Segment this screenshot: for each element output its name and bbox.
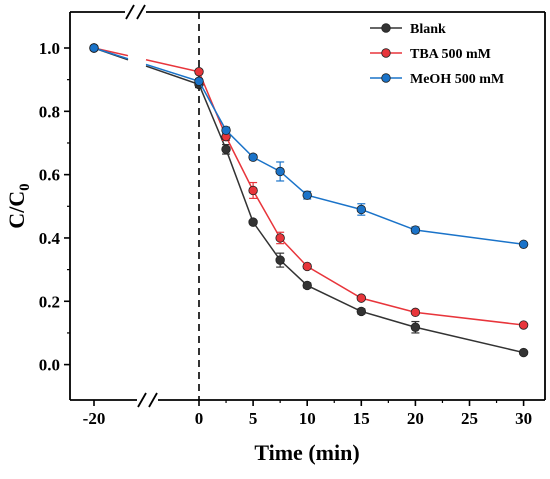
legend-marker [381, 48, 391, 58]
series-blank [89, 43, 529, 358]
y-tick-label: 0.0 [39, 356, 60, 375]
series-tba-500-mm [89, 43, 529, 330]
x-tick-label: -20 [83, 409, 106, 428]
series-layer [89, 43, 529, 358]
data-point [410, 322, 421, 332]
data-point [275, 166, 285, 177]
data-point [302, 190, 312, 200]
data-point [302, 261, 312, 272]
data-point [221, 144, 231, 155]
data-point [194, 67, 204, 77]
x-axis-title: Time (min) [254, 440, 359, 465]
series-meoh-500-mm [89, 43, 529, 249]
x-tick-label: 25 [461, 409, 478, 428]
series-line [145, 65, 524, 354]
bottom-break-mark-1 [137, 392, 147, 408]
data-point [275, 255, 285, 265]
legend-label: TBA 500 mM [410, 47, 491, 62]
data-point [248, 217, 258, 227]
legend-item: MeOH 500 mM [370, 72, 504, 87]
axis-break-marks [125, 4, 158, 408]
data-point [248, 185, 258, 196]
x-tick-label: 30 [515, 409, 532, 428]
y-axis-title-subscript: 0 [17, 183, 33, 191]
data-point [410, 225, 421, 235]
x-tick-label: 0 [195, 409, 204, 428]
data-point [221, 125, 231, 136]
data-point [356, 306, 367, 317]
top-break-mark-2 [136, 4, 146, 20]
data-point [302, 280, 312, 291]
series-line-pre-break [93, 47, 129, 60]
x-tick-label: 10 [299, 409, 316, 428]
y-axis-title-main: C/C [4, 191, 29, 229]
legend-label: MeOH 500 mM [410, 72, 504, 87]
bottom-break-mark-2 [148, 392, 158, 408]
data-point [518, 239, 529, 249]
data-point [410, 307, 421, 318]
legend-marker [381, 73, 391, 83]
legend-item: TBA 500 mM [370, 47, 491, 62]
legend-label: Blank [410, 22, 446, 37]
plot-frame [69, 11, 546, 401]
x-tick-label: 15 [353, 409, 370, 428]
data-point [194, 76, 204, 86]
x-tick-label: 20 [407, 409, 424, 428]
data-point [518, 320, 529, 330]
y-tick-label: 0.2 [39, 292, 60, 311]
y-axis-title: C/C0 [4, 183, 33, 228]
top-break-mark-1 [125, 4, 135, 20]
data-point [356, 204, 367, 215]
data-point [356, 293, 367, 303]
axis-ticks: -20 0 5 10 15 20 25 30 0.0 0.2 0.4 0.6 0.8 1.0 [39, 39, 532, 428]
y-tick-label: 0.8 [39, 102, 60, 121]
x-tick-label: 5 [249, 409, 258, 428]
legend-item: Blank [370, 22, 446, 37]
y-tick-label: 0.4 [39, 229, 61, 248]
series-line [145, 59, 524, 326]
y-tick-label: 1.0 [39, 39, 60, 58]
data-point [89, 43, 99, 53]
data-point [248, 152, 258, 162]
data-point [518, 347, 529, 358]
y-tick-label: 0.6 [39, 166, 60, 185]
legend-marker [381, 23, 391, 33]
legend: Blank TBA 500 mM MeOH 500 mM [370, 22, 504, 87]
data-point [275, 233, 285, 243]
